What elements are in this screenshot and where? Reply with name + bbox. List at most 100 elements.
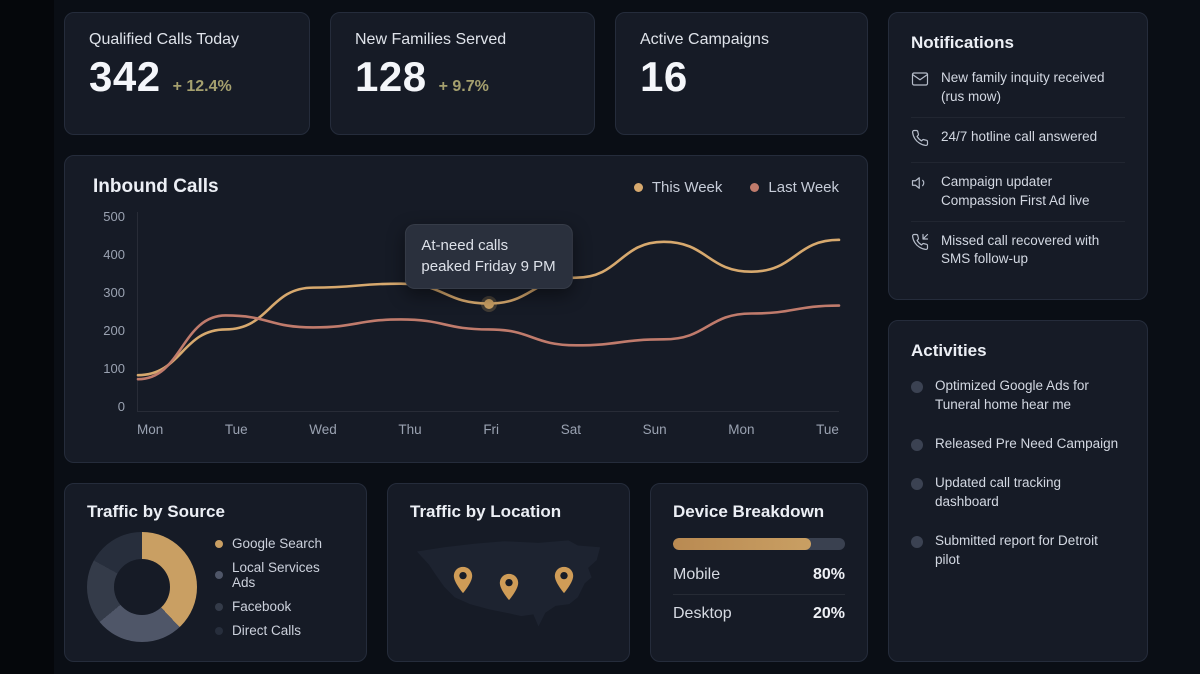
- kpi-value: 342: [89, 53, 161, 100]
- source-legend: Google Search Local Services Ads Faceboo…: [215, 536, 344, 638]
- chart-title: Inbound Calls: [93, 176, 219, 197]
- legend-label: Last Week: [768, 178, 839, 196]
- kpi-label: New Families Served: [355, 31, 507, 48]
- x-tick: Thu: [398, 422, 422, 437]
- device-label: Desktop: [673, 605, 732, 622]
- chart-legend: This Week Last Week: [633, 178, 839, 196]
- side-column: Notifications New family inquity receive…: [888, 12, 1148, 662]
- kpi-delta: + 9.7%: [438, 78, 489, 95]
- x-tick: Sat: [560, 422, 581, 437]
- x-tick: Mon: [137, 422, 164, 437]
- megaphone-icon: [911, 174, 929, 211]
- legend-item-local-services-ads[interactable]: Local Services Ads: [215, 560, 344, 590]
- line-chart-plot[interactable]: At-need calls peaked Friday 9 PM: [137, 212, 839, 412]
- device-label: Mobile: [673, 566, 721, 583]
- device-row-mobile: Mobile 80%: [673, 556, 845, 594]
- legend-item-facebook[interactable]: Facebook: [215, 599, 344, 614]
- x-tick: Tue: [224, 422, 248, 437]
- legend-label: Direct Calls: [232, 623, 302, 638]
- card-title: Traffic by Location: [410, 502, 562, 521]
- inbound-calls-card: Inbound Calls This Week Last Week 500 40…: [64, 155, 868, 463]
- tooltip-line: At-need calls: [421, 236, 509, 254]
- panel-title: Activities: [911, 341, 987, 361]
- y-tick: 300: [103, 285, 125, 300]
- legend-item-this-week[interactable]: This Week: [633, 178, 723, 196]
- device-value: 80%: [812, 566, 845, 583]
- legend-item-last-week[interactable]: Last Week: [750, 179, 839, 196]
- kpi-value: 128: [355, 53, 427, 100]
- map-pin[interactable]: [498, 573, 519, 606]
- activity-item[interactable]: Optimized Google Ads for Tuneral home he…: [911, 367, 1125, 425]
- legend-label: Local Services Ads: [232, 560, 320, 590]
- activity-item[interactable]: Updated call tracking dashboard: [911, 464, 1125, 522]
- y-tick: 200: [103, 323, 125, 338]
- donut-chart[interactable]: [87, 532, 197, 642]
- x-tick: Mon: [728, 422, 755, 437]
- legend-dot: [215, 571, 223, 579]
- card-title: Device Breakdown: [673, 502, 825, 521]
- phone-icon: [911, 129, 929, 152]
- activity-text: Updated call tracking dashboard: [935, 475, 1062, 509]
- legend-label: This Week: [651, 178, 723, 196]
- chart-tooltip: At-need calls peaked Friday 9 PM: [404, 223, 573, 289]
- kpi-label: Qualified Calls Today: [89, 31, 240, 48]
- notification-item[interactable]: New family inquity received (rus mow): [911, 59, 1125, 118]
- kpi-card-qualified-calls: Qualified Calls Today 342 + 12.4%: [64, 12, 310, 135]
- kpi-label: Active Campaigns: [640, 31, 769, 48]
- y-tick: 500: [103, 209, 125, 224]
- chart-marker-dot: [483, 299, 494, 309]
- bottom-row: Traffic by Source Google Search Local Se…: [64, 483, 868, 662]
- traffic-by-location-card: Traffic by Location: [387, 483, 630, 662]
- notification-text: Campaign updater Compassion First Ad liv…: [941, 173, 1090, 208]
- legend-item-direct-calls[interactable]: Direct Calls: [215, 623, 344, 638]
- kpi-row: Qualified Calls Today 342 + 12.4% New Fa…: [64, 12, 868, 135]
- bullet-icon: [911, 439, 923, 452]
- x-tick: Tue: [816, 422, 839, 437]
- tooltip-line: peaked Friday 9 PM: [421, 258, 556, 276]
- notifications-panel: Notifications New family inquity receive…: [888, 12, 1148, 301]
- main-column: Qualified Calls Today 342 + 12.4% New Fa…: [64, 12, 868, 662]
- activities-panel: Activities Optimized Google Ads for Tune…: [888, 320, 1148, 662]
- device-progress-bar: [673, 538, 845, 550]
- x-tick: Fri: [483, 422, 500, 437]
- y-tick: 100: [103, 361, 125, 376]
- notification-text: 24/7 hotline call answered: [941, 128, 1098, 144]
- phone-missed-icon: [911, 233, 929, 270]
- kpi-value: 16: [640, 53, 688, 100]
- x-tick: Wed: [309, 422, 337, 437]
- donut-hole: [114, 559, 170, 615]
- legend-dot: [215, 539, 223, 548]
- y-axis-labels: 500 400 300 200 100 0: [93, 209, 127, 414]
- map-pin[interactable]: [453, 566, 474, 599]
- device-value: 20%: [812, 605, 845, 622]
- activity-item[interactable]: Submitted report for Detroit pilot: [911, 522, 1125, 580]
- device-progress-fill: [673, 538, 811, 550]
- map-pin[interactable]: [553, 566, 574, 599]
- x-tick: Sun: [642, 422, 667, 437]
- activity-text: Optimized Google Ads for Tuneral home he…: [935, 378, 1089, 413]
- notification-item[interactable]: Campaign updater Compassion First Ad liv…: [911, 163, 1125, 222]
- notification-item[interactable]: Missed call recovered with SMS follow-up: [911, 222, 1125, 280]
- legend-label: Google Search: [232, 536, 323, 551]
- legend-label: Facebook: [232, 599, 292, 614]
- traffic-by-source-card: Traffic by Source Google Search Local Se…: [64, 483, 367, 662]
- kpi-delta: + 12.4%: [172, 78, 232, 95]
- bullet-icon: [911, 478, 923, 491]
- us-map: [410, 530, 607, 642]
- activity-item[interactable]: Released Pre Need Campaign: [911, 425, 1125, 464]
- legend-dot: [750, 182, 760, 192]
- y-tick: 0: [117, 399, 125, 414]
- activity-text: Released Pre Need Campaign: [935, 436, 1119, 452]
- kpi-card-new-families: New Families Served 128 + 9.7%: [330, 12, 595, 135]
- kpi-card-active-campaigns: Active Campaigns 16: [615, 12, 868, 135]
- bullet-icon: [911, 381, 923, 394]
- legend-item-google-search[interactable]: Google Search: [215, 536, 344, 551]
- activity-text: Submitted report for Detroit pilot: [935, 532, 1098, 567]
- notification-item[interactable]: 24/7 hotline call answered: [911, 118, 1125, 163]
- envelope-icon: [911, 70, 929, 107]
- x-axis-labels: Mon Tue Wed Thu Fri Sat Sun Mon Tue: [137, 422, 839, 437]
- device-row-desktop: Desktop 20%: [673, 594, 845, 633]
- legend-dot: [215, 626, 223, 635]
- device-breakdown-card: Device Breakdown Mobile 80% Desktop 20%: [650, 483, 868, 662]
